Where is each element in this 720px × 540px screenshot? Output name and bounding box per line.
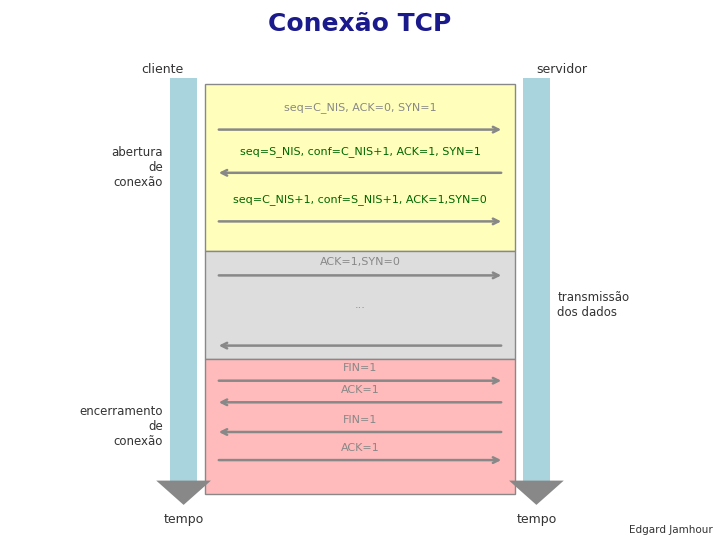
Text: Conexão TCP: Conexão TCP bbox=[269, 12, 451, 36]
Polygon shape bbox=[509, 481, 564, 505]
Text: seq=C_NIS+1, conf=S_NIS+1, ACK=1,SYN=0: seq=C_NIS+1, conf=S_NIS+1, ACK=1,SYN=0 bbox=[233, 194, 487, 205]
Bar bbox=[170, 78, 197, 481]
Text: servidor: servidor bbox=[536, 63, 588, 76]
Text: ACK=1: ACK=1 bbox=[341, 443, 379, 453]
Text: abertura
de
conexão: abertura de conexão bbox=[111, 146, 163, 189]
Text: transmissão
dos dados: transmissão dos dados bbox=[557, 291, 629, 319]
Text: encerramento
de
conexão: encerramento de conexão bbox=[79, 405, 163, 448]
Bar bbox=[523, 78, 550, 481]
Text: ACK=1,SYN=0: ACK=1,SYN=0 bbox=[320, 257, 400, 267]
Text: FIN=1: FIN=1 bbox=[343, 363, 377, 373]
Text: seq=S_NIS, conf=C_NIS+1, ACK=1, SYN=1: seq=S_NIS, conf=C_NIS+1, ACK=1, SYN=1 bbox=[240, 146, 480, 157]
Text: seq=C_NIS, ACK=0, SYN=1: seq=C_NIS, ACK=0, SYN=1 bbox=[284, 103, 436, 113]
Text: Edgard Jamhour: Edgard Jamhour bbox=[629, 524, 713, 535]
Text: FIN=1: FIN=1 bbox=[343, 415, 377, 425]
Bar bbox=[205, 359, 515, 494]
Text: tempo: tempo bbox=[516, 513, 557, 526]
Text: ACK=1: ACK=1 bbox=[341, 385, 379, 395]
Polygon shape bbox=[156, 481, 211, 505]
Text: cliente: cliente bbox=[141, 63, 184, 76]
Text: ...: ... bbox=[354, 300, 366, 310]
Text: tempo: tempo bbox=[163, 513, 204, 526]
Bar bbox=[205, 84, 515, 251]
Bar bbox=[205, 251, 515, 359]
